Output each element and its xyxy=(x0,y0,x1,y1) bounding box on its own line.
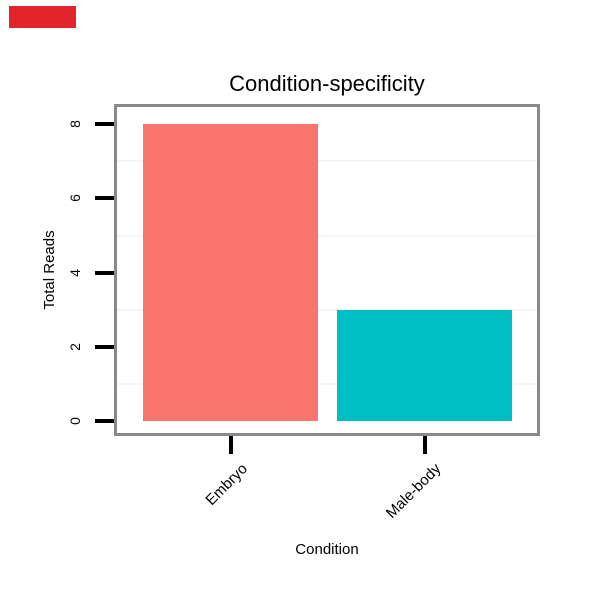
bar-male-body xyxy=(337,309,512,421)
y-tick-label: 2 xyxy=(67,342,83,351)
minor-gridline xyxy=(117,160,537,163)
minor-gridline xyxy=(117,308,537,311)
y-tick-label: 0 xyxy=(67,417,83,425)
chart-title: Condition-specificity xyxy=(229,71,425,96)
y-tick-label: 8 xyxy=(67,120,83,129)
x-axis-title: Condition xyxy=(295,541,359,558)
bar-embryo xyxy=(143,124,318,421)
x-axis-tick xyxy=(422,436,427,454)
y-axis-tick xyxy=(95,419,114,423)
y-tick-label: 4 xyxy=(67,268,83,277)
y-tick-label: 6 xyxy=(67,194,83,203)
red-marker-rectangle xyxy=(9,6,76,28)
y-axis-title: Total Reads xyxy=(41,230,58,310)
x-axis-tick xyxy=(228,436,233,454)
y-axis-tick xyxy=(95,270,114,275)
y-axis-tick xyxy=(95,196,114,201)
x-tick-label-male-body: Male-body xyxy=(383,460,445,522)
x-tick-label-embryo: Embryo xyxy=(202,460,251,509)
minor-gridline xyxy=(117,234,537,237)
minor-gridline xyxy=(117,382,537,385)
y-axis-tick xyxy=(95,122,114,127)
y-axis-tick xyxy=(95,344,114,349)
plot-panel xyxy=(114,104,540,436)
